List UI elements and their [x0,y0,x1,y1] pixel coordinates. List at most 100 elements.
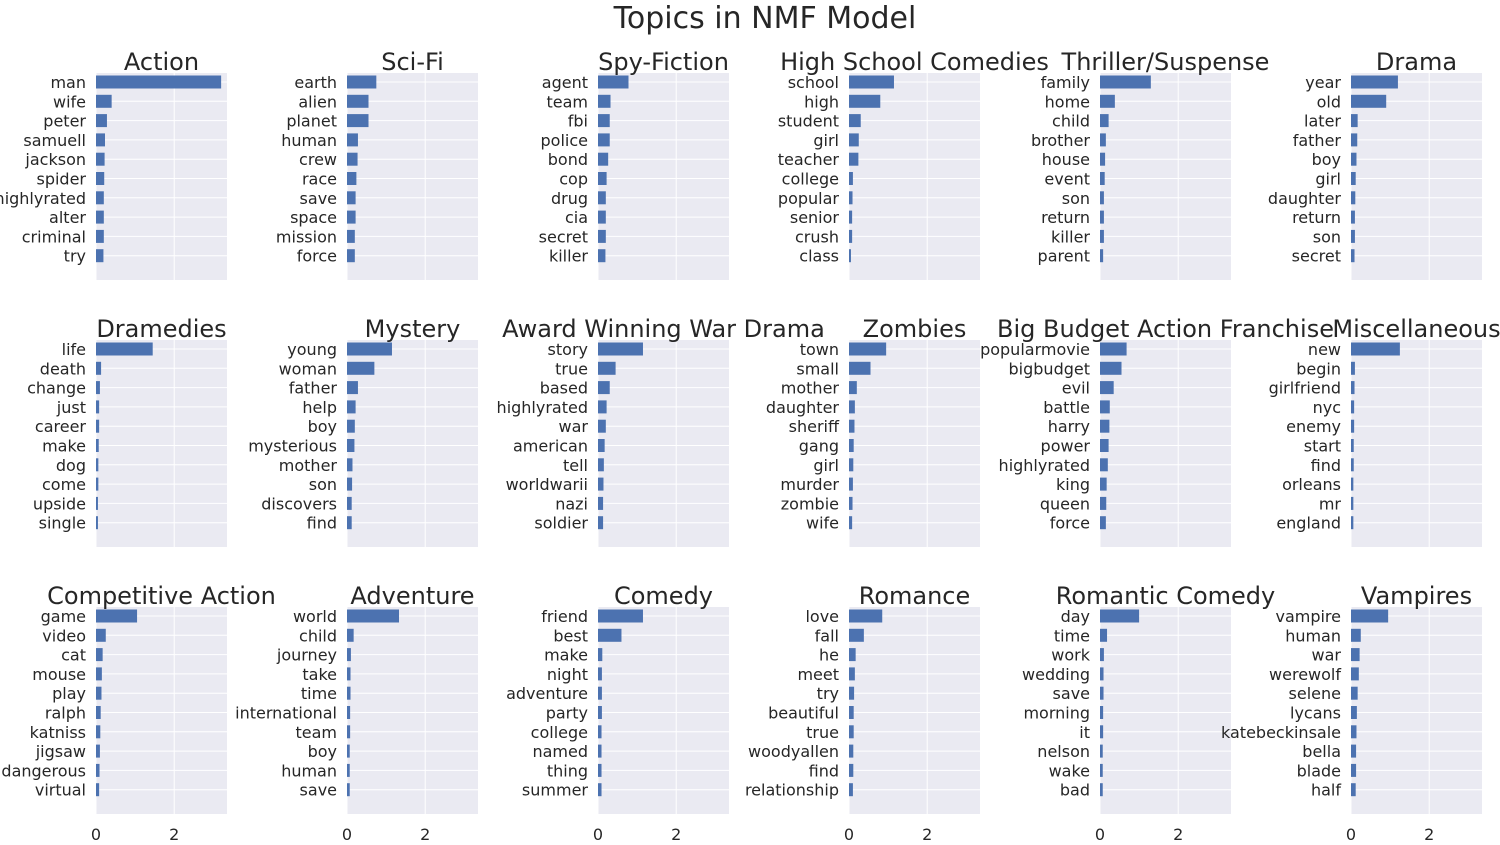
tick-label-y: college [531,723,588,742]
bar [96,249,104,263]
tick-label-y: later [1304,112,1341,131]
bar [347,744,350,758]
bar [96,210,104,224]
tick-label-x: 2 [420,825,430,844]
tick-label-y: based [540,379,588,398]
tick-label-y: mysterious [248,437,337,456]
bar [1351,342,1400,356]
panel-background [1100,73,1231,280]
tick-label-y: battle [1043,398,1090,417]
topic-panel: storytruebasedhighlyratedwaramericantell… [497,315,825,547]
bar [1100,686,1104,700]
panel-title: Romance [859,582,971,610]
bar [849,744,854,758]
tick-label-y: international [235,704,337,723]
tick-label-y: war [1312,646,1342,665]
tick-label-y: team [295,723,337,742]
topic-panel: lifedeathchangejustcareermakedogcomeupsi… [27,315,227,547]
tick-label-y: student [778,112,839,131]
panel-background [598,73,729,280]
topic-panel: newbegingirlfriendnycenemystartfindorlea… [1269,315,1500,547]
tick-label-y: king [1056,475,1090,494]
panel-background [1351,607,1482,814]
tick-label-y: father [289,379,338,398]
tick-label-y: killer [1051,227,1090,246]
bar [347,191,356,205]
bar [1100,439,1109,452]
bar [1351,783,1356,797]
bar [1100,496,1107,510]
tick-label-y: orleans [1282,475,1341,494]
bar [1351,744,1357,758]
tick-label-y: mr [1319,494,1342,513]
tick-label-y: girl [1315,170,1341,189]
bar [96,94,112,108]
tick-label-x: 0 [1095,825,1105,844]
tick-label-y: college [782,170,839,189]
tick-label-y: worldwarii [506,475,588,494]
panel-title: Mystery [365,315,461,343]
bar [598,744,602,758]
bar [598,229,606,243]
tick-label-y: killer [549,247,588,266]
bar [347,249,355,263]
tick-label-x: 0 [593,825,603,844]
figure-title: Topics in NMF Model [613,1,917,36]
tick-label-y: woman [279,359,337,378]
topic-panel: worldchildjourneytaketimeinternationalte… [235,582,478,844]
tick-label-y: boy [1312,150,1341,169]
tick-label-y: mother [781,379,840,398]
bar [96,229,104,243]
tick-label-y: party [546,704,588,723]
bar [1100,381,1114,395]
tick-label-y: girlfriend [1269,379,1341,398]
tick-label-y: vampire [1275,607,1341,626]
tick-label-y: find [1311,456,1341,475]
panel-title: Spy-Fiction [598,48,729,76]
tick-label-y: murder [780,475,839,494]
bar [347,763,350,777]
bar [849,400,855,414]
tick-label-y: life [62,340,86,359]
tick-label-y: try [817,684,839,703]
tick-label-y: human [281,131,337,150]
bar [96,458,99,472]
bar [1100,458,1108,472]
tick-label-y: find [307,514,337,533]
bar [849,75,894,89]
tick-label-y: time [1054,626,1090,645]
bar [1351,94,1387,108]
bar [1100,114,1109,128]
tick-label-y: tell [563,456,588,475]
tick-label-y: thing [547,761,588,780]
bar [347,419,355,433]
tick-label-y: find [809,761,839,780]
bar [1100,361,1122,375]
tick-label-y: year [1305,73,1341,92]
tick-label-x: 0 [342,825,352,844]
bar [1351,152,1357,166]
panel-title: Big Budget Action Franchise [997,315,1334,343]
panel-background [347,73,478,280]
panel-title: Drama [1376,48,1457,76]
bar [1100,725,1104,739]
tick-label-y: force [297,247,337,266]
tick-label-y: play [52,684,86,703]
topic-panel: youngwomanfatherhelpboymysteriousmothers… [248,315,478,547]
bar [1100,628,1108,642]
bar [849,152,859,166]
tick-label-x: 2 [922,825,932,844]
tick-label-y: career [35,417,87,436]
tick-label-y: crush [795,227,839,246]
bar [347,686,351,700]
tick-label-y: agent [542,73,588,92]
bar [849,763,854,777]
tick-label-y: lycans [1290,704,1341,723]
tick-label-y: soldier [534,514,588,533]
tick-label-y: mother [279,456,338,475]
tick-label-x: 0 [1346,825,1356,844]
tick-label-y: bond [548,150,588,169]
tick-label-y: son [1062,189,1090,208]
tick-label-y: return [1041,208,1090,227]
bar [1100,667,1104,681]
